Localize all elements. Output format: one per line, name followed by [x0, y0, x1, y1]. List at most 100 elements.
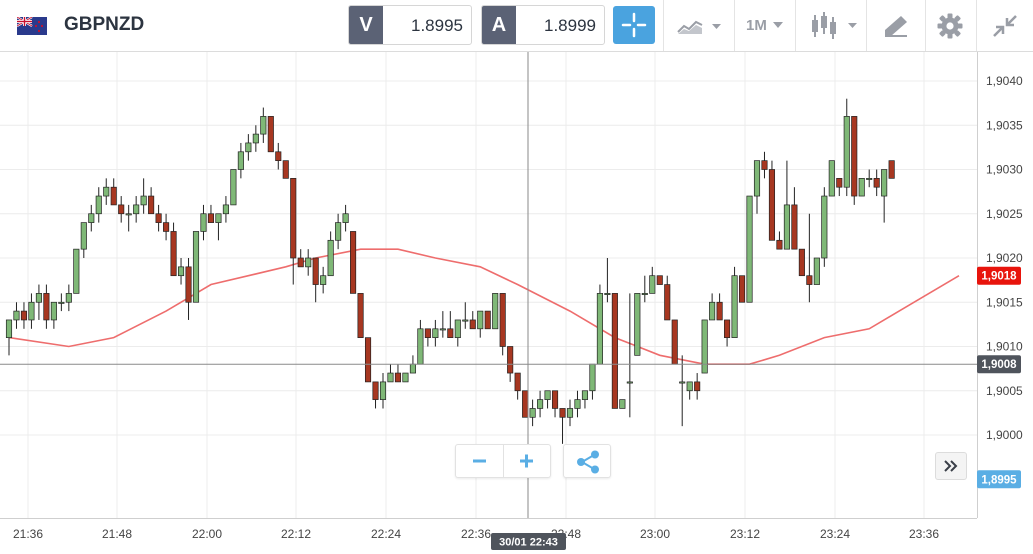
chart-type-icon — [677, 20, 721, 34]
candle-body — [768, 169, 776, 241]
plus-icon — [520, 454, 533, 468]
zoom-in-button[interactable] — [504, 445, 551, 477]
zoom-out-button[interactable] — [456, 445, 504, 477]
settings-button[interactable] — [926, 0, 976, 51]
candle-body — [507, 346, 514, 374]
candle — [432, 319, 439, 347]
candle — [753, 160, 761, 214]
ask-tag: A — [482, 6, 516, 44]
chart-type-dropdown[interactable] — [664, 0, 734, 51]
candle — [148, 187, 155, 215]
candle-body — [207, 213, 215, 223]
candle-body — [5, 319, 13, 339]
candle-body — [364, 337, 372, 383]
candle-body — [350, 231, 357, 294]
candle — [290, 178, 297, 285]
candle-body — [791, 204, 798, 250]
candle-body — [724, 319, 731, 339]
candle — [13, 302, 20, 329]
candle — [604, 258, 611, 303]
candle — [522, 390, 529, 418]
uk-nz-flag-icon — [17, 17, 47, 35]
current-price-label: 1,9018 — [977, 266, 1021, 285]
candle-body — [222, 204, 229, 215]
candle-body — [589, 363, 596, 392]
candle-body — [417, 328, 424, 365]
candle-body — [342, 213, 349, 223]
candle — [634, 293, 641, 356]
drawing-tools-button[interactable] — [867, 0, 925, 51]
time-tick-label: 23:12 — [730, 527, 760, 541]
candle — [626, 293, 633, 418]
candle — [170, 222, 177, 277]
ask-price-box[interactable]: A 1.8999 — [481, 5, 605, 45]
crosshair-price-label: 1,9008 — [977, 355, 1021, 374]
crosshair-button[interactable] — [613, 6, 655, 44]
timeframe-dropdown[interactable]: 1M — [735, 0, 795, 51]
candle-body — [806, 275, 813, 285]
candle — [866, 169, 873, 188]
candle — [484, 310, 491, 330]
candle — [327, 231, 334, 277]
candle — [275, 142, 282, 170]
candle — [619, 399, 626, 409]
candle — [724, 319, 731, 347]
candle — [133, 196, 140, 223]
candle-body — [537, 399, 544, 409]
candle — [43, 284, 50, 329]
gear-icon — [937, 13, 963, 39]
candle — [574, 390, 581, 418]
candle-body — [110, 186, 117, 206]
candle — [679, 355, 686, 427]
bid-price: 1.8995 — [411, 16, 463, 35]
crosshair-time-text: 30/01 22:43 — [499, 537, 558, 549]
candle — [50, 301, 57, 329]
candle — [821, 187, 828, 267]
candle-body — [88, 213, 95, 223]
candle — [237, 142, 244, 179]
candle — [514, 372, 521, 400]
price-tick-label: 1,9015 — [986, 295, 1023, 309]
candle-body — [873, 178, 880, 188]
price-chart[interactable]: 1,90401,90351,90301,90251,90201,90151,90… — [0, 52, 1033, 554]
candle — [252, 125, 259, 152]
candle-body — [312, 257, 319, 285]
candle-body — [230, 169, 237, 206]
candle — [559, 408, 566, 444]
candle — [656, 275, 663, 285]
candle — [888, 160, 895, 179]
candle — [417, 319, 424, 365]
candle — [836, 178, 843, 197]
grid-lines — [0, 52, 977, 518]
candle-body — [28, 301, 35, 321]
candle-body — [581, 390, 589, 400]
candle-body — [58, 301, 65, 304]
crosshair-price-label-text: 1,9008 — [981, 359, 1017, 371]
candle — [611, 293, 618, 409]
instrument-symbol[interactable]: GBPNZD — [64, 14, 145, 35]
candle — [140, 178, 147, 214]
candle — [492, 293, 499, 330]
scroll-to-latest-button[interactable] — [935, 452, 967, 480]
candle-body — [469, 319, 476, 330]
bid-price-box[interactable]: V 1.8995 — [348, 5, 472, 45]
collapse-button[interactable] — [977, 0, 1033, 51]
candle — [58, 293, 65, 312]
time-tick-label: 22:24 — [371, 527, 401, 541]
minus-icon — [473, 459, 486, 463]
crosshair-time-label: 30/01 22:43 — [491, 533, 566, 550]
time-tick-label: 23:24 — [820, 527, 850, 541]
candle-style-dropdown[interactable] — [796, 0, 866, 51]
candle-body — [611, 293, 618, 409]
candle — [35, 284, 42, 320]
candle — [20, 302, 28, 329]
candle — [65, 284, 72, 312]
candle-body — [888, 160, 895, 179]
candle-body — [851, 116, 858, 197]
share-button[interactable] — [563, 444, 611, 478]
candle-body — [566, 408, 574, 418]
candle-body — [881, 169, 888, 197]
candle-body — [462, 319, 469, 322]
candle-body — [634, 293, 641, 356]
candle — [873, 169, 880, 197]
